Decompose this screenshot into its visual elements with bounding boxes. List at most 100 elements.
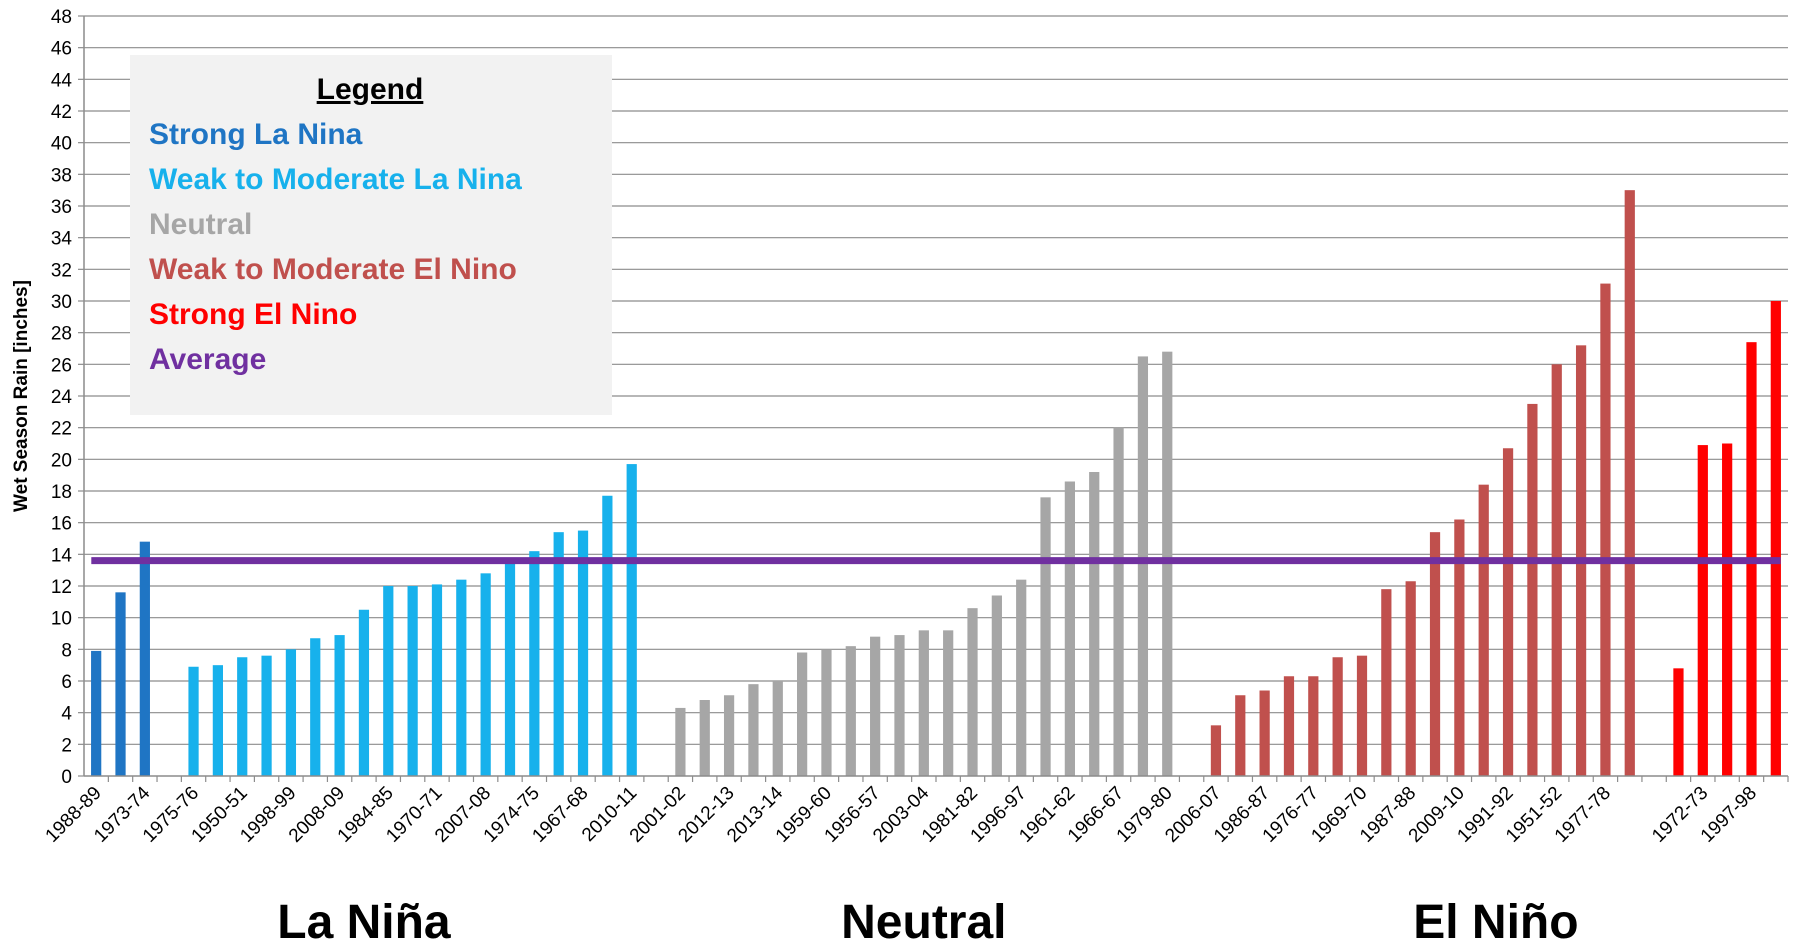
bar <box>212 665 223 776</box>
bar <box>431 584 443 776</box>
y-tick-label: 40 <box>51 134 72 155</box>
bar <box>943 630 954 776</box>
y-tick-label: 0 <box>61 767 72 788</box>
bar <box>675 707 686 776</box>
y-tick-label: 14 <box>51 545 73 566</box>
bar <box>1332 657 1343 776</box>
bar <box>1235 695 1246 776</box>
bar <box>1210 725 1222 776</box>
bar <box>1722 443 1733 776</box>
bar <box>139 541 150 776</box>
bar <box>1405 581 1416 776</box>
bar <box>699 700 710 776</box>
bar <box>577 530 589 776</box>
bar <box>1770 301 1781 776</box>
bar <box>115 592 126 776</box>
bar <box>1527 403 1538 776</box>
y-tick-label: 32 <box>51 260 72 281</box>
bar <box>821 649 832 776</box>
y-tick-label: 8 <box>61 640 72 661</box>
bar <box>504 562 516 776</box>
bar <box>1478 484 1489 776</box>
y-tick-label: 24 <box>51 387 73 408</box>
bar <box>918 630 929 776</box>
bar <box>1600 283 1611 776</box>
bar <box>1113 427 1124 776</box>
legend-title: Legend <box>317 73 424 106</box>
bar <box>91 650 102 776</box>
bar <box>334 635 345 776</box>
y-tick-label: 36 <box>51 197 72 218</box>
legend-item: Strong La Nina <box>149 118 363 151</box>
bar <box>870 636 881 776</box>
y-tick-label: 34 <box>51 229 73 250</box>
group-label: El Niño <box>1413 896 1578 944</box>
bar <box>480 573 491 776</box>
y-tick-label: 6 <box>61 672 72 693</box>
bar <box>261 655 272 776</box>
y-tick-label: 10 <box>51 609 72 630</box>
bar <box>748 684 759 776</box>
bar <box>602 495 613 776</box>
bar <box>991 595 1002 776</box>
bar <box>1551 364 1562 776</box>
bar <box>1089 472 1100 776</box>
bar <box>894 635 905 776</box>
bar <box>1429 532 1441 776</box>
legend-items: Strong La Nina Weak to Moderate La Nina Ne… <box>149 118 522 376</box>
y-tick-label: 28 <box>51 324 72 345</box>
bar <box>1016 579 1027 776</box>
bar <box>1259 690 1270 776</box>
y-tick-label: 30 <box>51 292 72 313</box>
y-tick-label: 26 <box>51 355 72 376</box>
y-tick-label: 18 <box>51 482 72 503</box>
y-tick-label: 20 <box>51 450 72 471</box>
bar <box>1064 481 1075 776</box>
y-tick-label: 12 <box>51 577 72 598</box>
bar <box>723 695 735 776</box>
bar <box>1697 445 1708 776</box>
y-tick-label: 4 <box>61 704 72 725</box>
group-label: La Niña <box>277 896 451 944</box>
legend-box <box>130 55 612 415</box>
bar <box>407 586 418 776</box>
y-tick-label: 48 <box>51 7 72 28</box>
bar <box>285 649 297 776</box>
x-axis-labels: 1988-891973-741975-761950-511998-992008-… <box>42 776 1789 847</box>
group-labels: La Niña Neutral El Niño <box>277 896 1578 944</box>
bar <box>1624 190 1635 776</box>
bar <box>553 532 564 776</box>
bar <box>1673 668 1684 776</box>
legend-item: Strong El Nino <box>149 298 357 331</box>
y-tick-label: 2 <box>61 735 72 756</box>
bar <box>188 666 199 776</box>
y-tick-label: 16 <box>51 514 72 535</box>
y-tick-label: 42 <box>51 102 72 123</box>
legend-item: Neutral <box>149 208 252 241</box>
bar <box>1137 356 1149 776</box>
y-tick-label: 38 <box>51 165 72 186</box>
bar <box>358 609 370 776</box>
group-label: Neutral <box>841 896 1006 944</box>
bar <box>1502 448 1514 776</box>
y-tick-label: 22 <box>51 419 72 440</box>
bar <box>1454 519 1465 776</box>
y-tick-label: 46 <box>51 39 72 60</box>
bar <box>529 551 540 776</box>
bar <box>845 646 856 776</box>
bar <box>1356 655 1368 776</box>
bar <box>310 638 321 776</box>
legend-item: Average <box>149 343 266 376</box>
bar <box>456 579 467 776</box>
bar <box>1381 589 1392 776</box>
legend-item: Weak to Moderate El Nino <box>149 253 517 286</box>
bar <box>1040 497 1051 776</box>
legend: Legend Strong La Nina Weak to Moderate La… <box>130 55 612 415</box>
bar <box>626 464 637 776</box>
bar <box>797 652 808 776</box>
y-tick-label: 44 <box>51 70 73 91</box>
legend-item: Weak to Moderate La Nina <box>149 163 522 196</box>
bar <box>1308 676 1319 776</box>
y-axis-ticks: 0246810121416182022242628303234363840424… <box>51 7 84 788</box>
